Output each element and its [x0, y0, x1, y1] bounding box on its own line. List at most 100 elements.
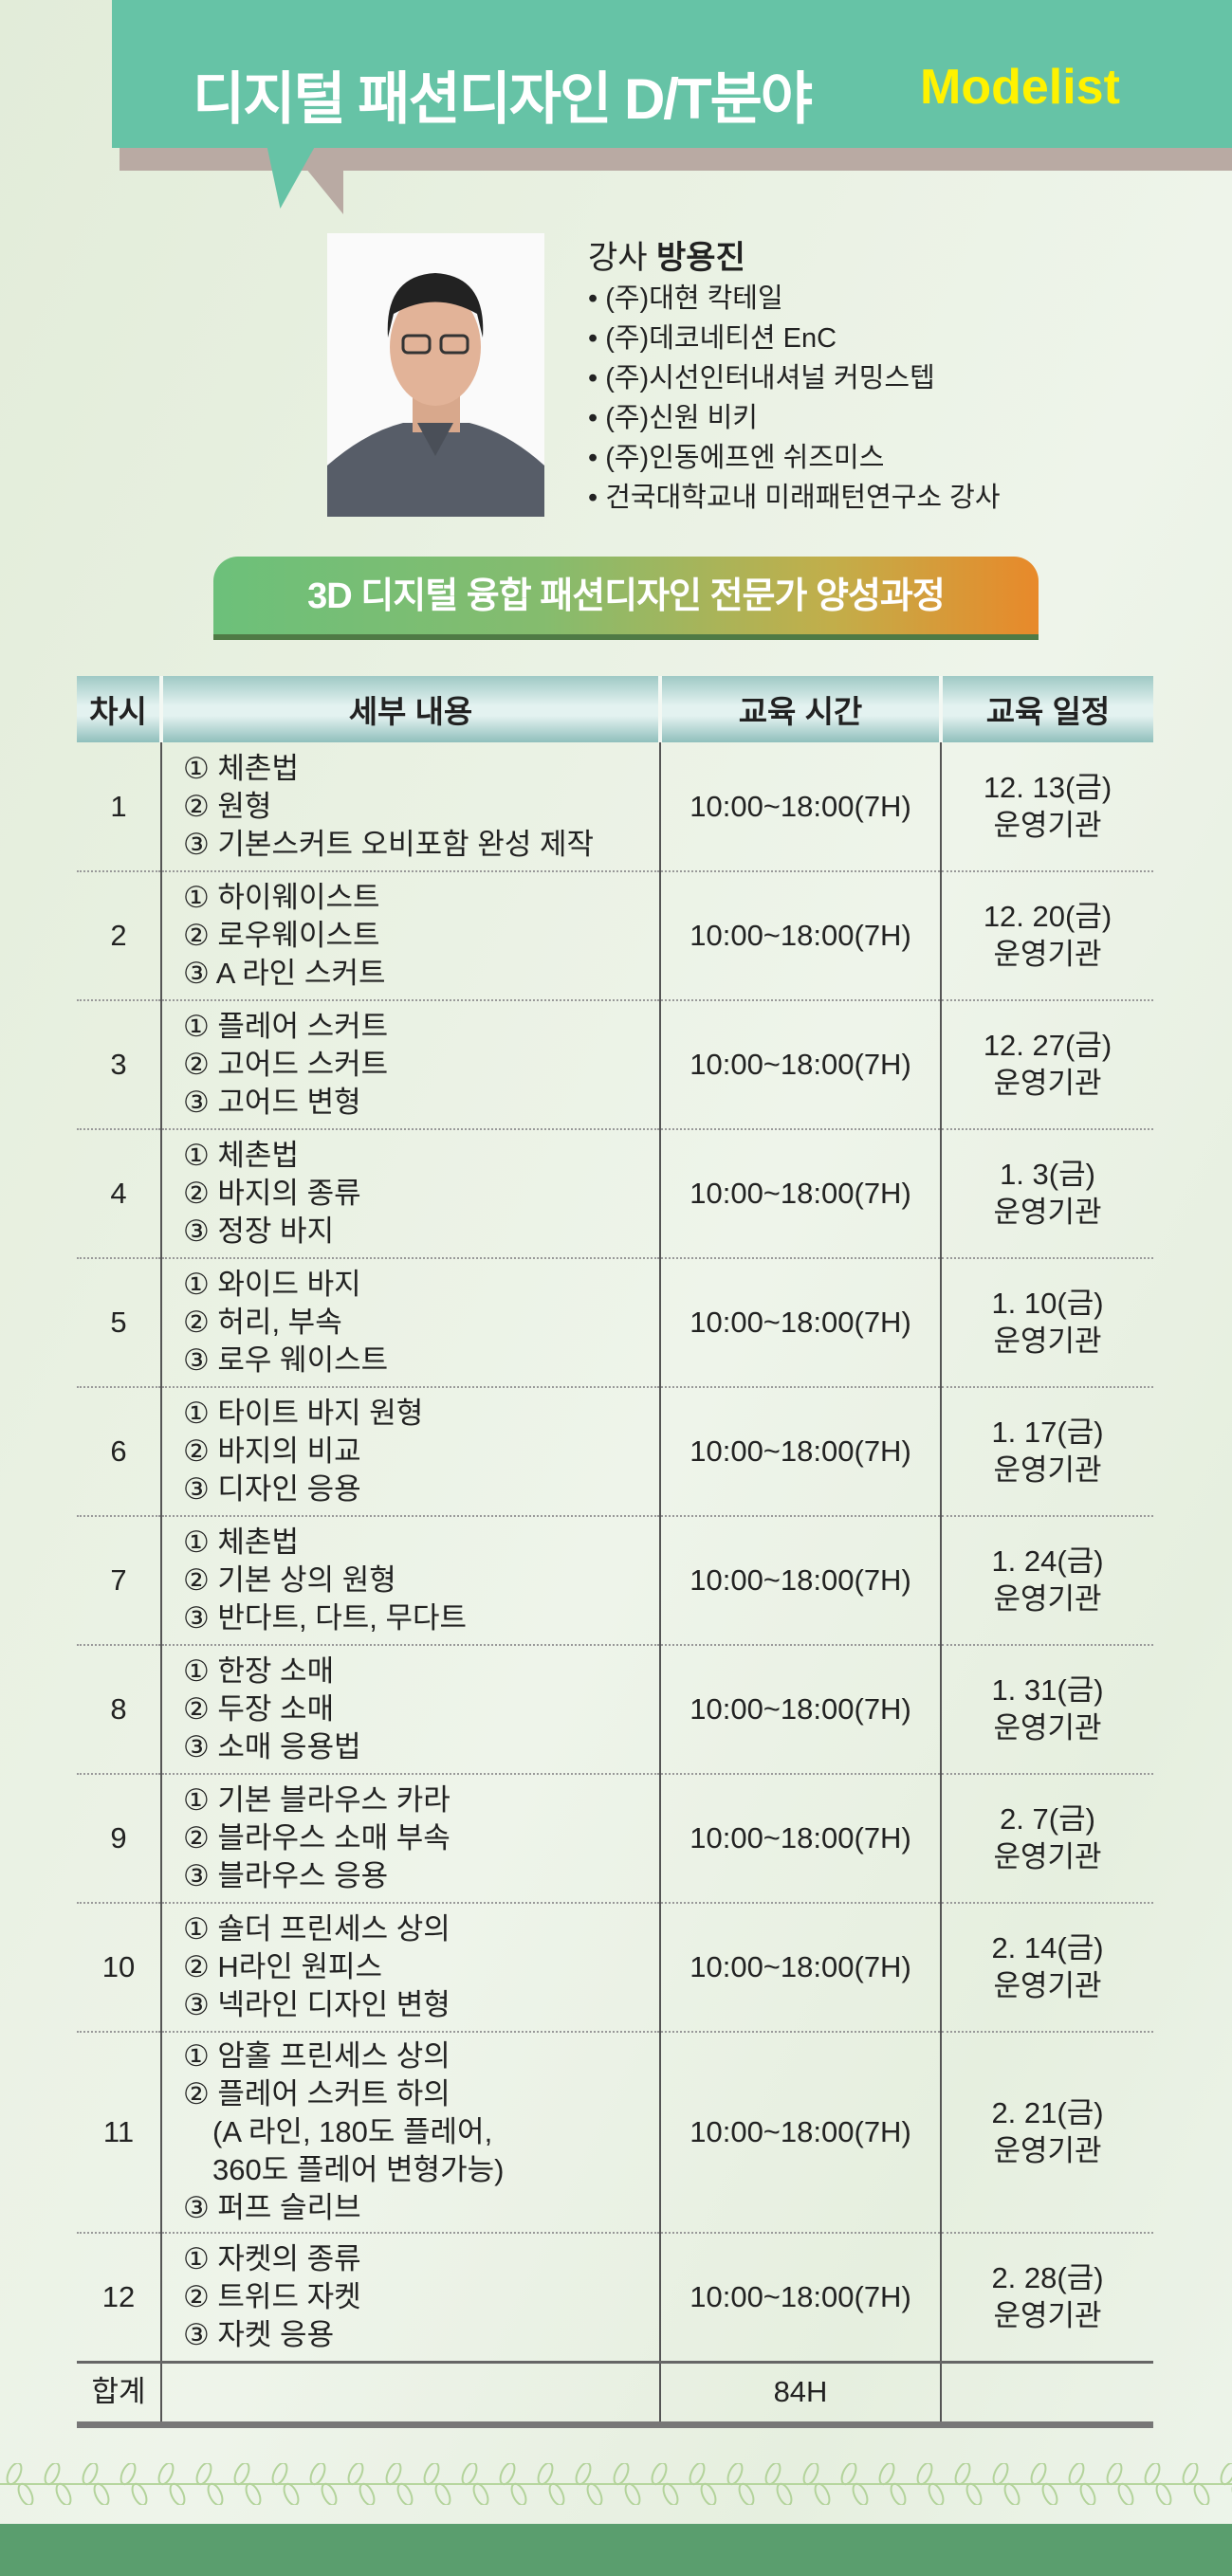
leaf-icon — [1003, 2482, 1021, 2505]
content-line: ① 타이트 바지 원형 — [183, 1397, 424, 1430]
session-date: 2. 14(금) 운영기관 — [940, 1903, 1153, 2033]
header-content: 세부 내용 — [159, 676, 660, 742]
leaf-icon — [928, 2482, 945, 2505]
leaf-icon — [385, 2463, 402, 2486]
session-time: 10:00~18:00(7H) — [659, 1000, 941, 1130]
session-date: 12. 27(금) — [983, 1029, 1112, 1062]
content-line: (A 라인, 180도 플레어, — [183, 2115, 493, 2148]
leaf-icon — [1068, 2463, 1085, 2486]
leaf-icon — [1144, 2463, 1161, 2486]
session-time: 10:00~18:00(7H) — [659, 1258, 941, 1388]
session-date: 2. 7(금) 운영기관 — [940, 1774, 1153, 1904]
content-line: ① 한장 소매 — [183, 1654, 335, 1688]
leaf-icon — [916, 2463, 933, 2486]
leaf-icon — [852, 2482, 869, 2505]
session-time: 10:00~18:00(7H) — [659, 1129, 941, 1259]
session-date: 2. 21(금) 운영기관 — [940, 2032, 1153, 2234]
content-line: ① 숄더 프린세스 상의 — [183, 1912, 451, 1946]
leaf-vine-decoration — [0, 2463, 1232, 2505]
leaf-icon — [586, 2482, 603, 2505]
table-header-row: 차시 세부 내용 교육 시간 교육 일정 — [77, 676, 1153, 742]
session-date: 2. 14(금) — [991, 1931, 1104, 1964]
session-date: 1. 24(금) — [991, 1544, 1104, 1578]
leaf-icon — [157, 2463, 175, 2486]
leaf-icon — [434, 2482, 451, 2505]
career-list: (주)대현 칵테일 (주)데코네티션 EnC (주)시선인터내셔널 커밍스텝 (… — [588, 279, 1001, 518]
session-date: 2. 28(금) — [991, 2260, 1104, 2294]
session-content: ① 체촌법 ② 원형 ③ 기본스커트 오비포함 완성 제작 — [160, 742, 660, 872]
table-row: 7 ① 체촌법 ② 기본 상의 원형 ③ 반다트, 다트, 무다트 10:00~18:0… — [77, 1516, 1153, 1646]
leaf-icon — [131, 2482, 148, 2505]
content-line: ② 블라우스 소매 부속 — [183, 1821, 451, 1854]
career-item: (주)신원 비키 — [588, 398, 1001, 438]
content-line: ② 허리, 부속 — [183, 1306, 342, 1339]
session-date: 1. 31(금) — [991, 1673, 1104, 1707]
session-date: 1. 24(금) 운영기관 — [940, 1516, 1153, 1646]
leaf-icon — [992, 2463, 1009, 2486]
session-number: 8 — [77, 1645, 161, 1775]
total-label: 합계 — [77, 2360, 161, 2428]
session-content: ① 암홀 프린세스 상의 ② 플레어 스커트 하의 (A 라인, 180도 플레어… — [160, 2032, 660, 2234]
session-content: ① 숄더 프린세스 상의 ② H라인 원피스 ③ 넥라인 디자인 변형 — [160, 1903, 660, 2033]
content-line: ② 고어드 스커트 — [183, 1048, 389, 1081]
leaf-icon — [776, 2482, 793, 2505]
career-item: (주)시선인터내셔널 커밍스텝 — [588, 358, 1001, 398]
session-content: ① 자켓의 종류 ② 트위드 자켓 ③ 자켓 응용 — [160, 2233, 660, 2363]
session-content: ① 와이드 바지 ② 허리, 부속 ③ 로우 웨이스트 — [160, 1258, 660, 1388]
content-line: ② 바지의 종류 — [183, 1177, 361, 1210]
session-org: 운영기관 — [993, 1711, 1102, 1745]
content-line: 360도 플레어 변형가능) — [183, 2153, 505, 2186]
content-line: ① 기본 블라우스 카라 — [183, 1783, 451, 1817]
content-line: ② 로우웨이스트 — [183, 919, 380, 952]
content-line: ③ 기본스커트 오비포함 완성 제작 — [183, 827, 595, 861]
leaf-icon — [1106, 2463, 1123, 2486]
session-number: 3 — [77, 1000, 161, 1130]
session-date: 12. 20(금) 운영기관 — [940, 871, 1153, 1001]
session-date: 1. 10(금) — [991, 1287, 1104, 1320]
leaf-icon — [207, 2482, 224, 2505]
session-date: 2. 7(금) — [1000, 1802, 1095, 1836]
session-content: ① 타이트 바지 원형 ② 바지의 비교 ③ 디자인 응용 — [160, 1387, 660, 1517]
session-org: 운영기관 — [993, 1582, 1102, 1616]
leaf-icon — [890, 2482, 907, 2505]
leaf-icon — [1079, 2482, 1096, 2505]
instructor-name: 방용진 — [656, 240, 745, 276]
leaf-icon — [283, 2482, 300, 2505]
session-date: 1. 3(금) 운영기관 — [940, 1129, 1153, 1259]
leaf-icon — [93, 2482, 110, 2505]
content-line: ③ 고어드 변형 — [183, 1086, 361, 1119]
content-line: ③ 블라우스 응용 — [183, 1859, 389, 1892]
footer-bar — [0, 2524, 1232, 2576]
session-content: ① 하이웨이스트 ② 로우웨이스트 ③ A 라인 스커트 — [160, 871, 660, 1001]
leaf-icon — [548, 2482, 565, 2505]
career-item: 건국대학교내 미래패턴연구소 강사 — [588, 478, 1000, 518]
speech-tail-shadow — [285, 142, 343, 214]
leaf-icon — [726, 2463, 744, 2486]
session-date: 12. 13(금) 운영기관 — [940, 742, 1153, 872]
leaf-icon — [840, 2463, 857, 2486]
table-row: 5 ① 와이드 바지 ② 허리, 부속 ③ 로우 웨이스트 10:00~18:00(7H… — [77, 1258, 1153, 1388]
leaf-icon — [271, 2463, 288, 2486]
leaf-icon — [1041, 2482, 1058, 2505]
session-date: 12. 13(금) — [983, 770, 1112, 804]
leaf-icon — [472, 2482, 489, 2505]
leaf-icon — [1220, 2463, 1232, 2486]
content-line: ③ 자켓 응용 — [183, 2317, 335, 2351]
content-line: ③ A 라인 스커트 — [183, 957, 386, 990]
session-org: 운영기관 — [993, 1453, 1102, 1487]
content-line: ③ 넥라인 디자인 변형 — [183, 1988, 451, 2021]
content-line: ② 원형 — [183, 789, 272, 823]
session-date: 12. 20(금) — [983, 900, 1112, 933]
content-line: ① 체촌법 — [183, 1526, 299, 1559]
session-time: 10:00~18:00(7H) — [659, 871, 941, 1001]
leaf-icon — [814, 2482, 831, 2505]
table-row: 10 ① 숄더 프린세스 상의 ② H라인 원피스 ③ 넥라인 디자인 변형 10:00… — [77, 1903, 1153, 2033]
session-content: ① 체촌법 ② 바지의 종류 ③ 정장 바지 — [160, 1129, 660, 1259]
leaf-icon — [245, 2482, 262, 2505]
total-row: 합계 84H — [77, 2360, 1153, 2428]
leaf-icon — [423, 2463, 440, 2486]
leaf-icon — [6, 2463, 23, 2486]
session-content: ① 플레어 스커트 ② 고어드 스커트 ③ 고어드 변형 — [160, 1000, 660, 1130]
total-empty — [940, 2360, 1153, 2428]
